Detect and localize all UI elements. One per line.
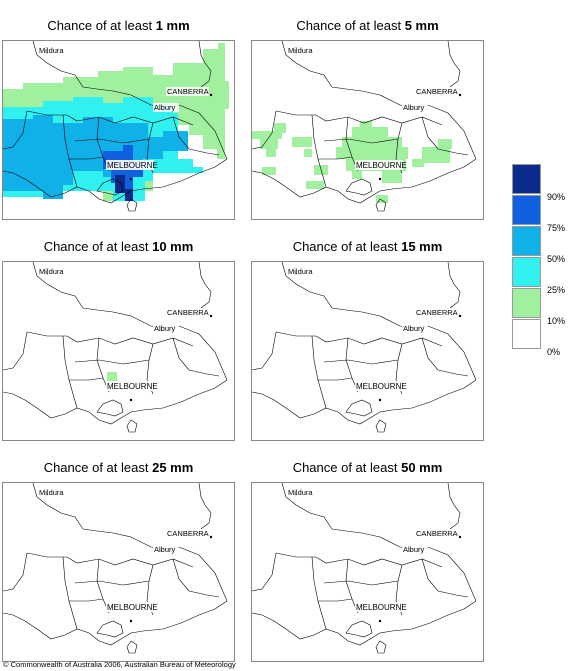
city-label-canberra: CANBERRA	[167, 308, 209, 317]
city-label-albury: Albury	[154, 103, 176, 112]
legend-swatch-10	[512, 288, 541, 318]
panel-title: Chance of at least 1 mm	[47, 18, 190, 33]
city-label-melbourne: MELBOURNE	[356, 161, 407, 170]
city-label-albury: Albury	[154, 545, 176, 554]
city-label-mildura: Mildura	[288, 267, 313, 276]
city-labels: Mildura CANBERRA Albury MELBOURNE	[287, 46, 458, 170]
city-label-canberra: CANBERRA	[167, 529, 209, 538]
legend-swatch-90	[512, 164, 541, 194]
city-label-albury: Albury	[403, 545, 425, 554]
map-5mm: Mildura CANBERRA Albury MELBOURNE	[251, 40, 484, 220]
map-10mm: Mildura CANBERRA Albury MELBOURNE	[2, 261, 235, 441]
legend-label-90: 90%	[547, 192, 566, 202]
city-label-canberra: CANBERRA	[416, 308, 458, 317]
shading-layer	[3, 43, 229, 201]
city-labels: Mildura CANBERRA Albury MELBOURNE	[287, 488, 458, 612]
state-borders	[252, 262, 477, 433]
legend-label-0: 0%	[547, 347, 561, 357]
city-label-albury: Albury	[403, 324, 425, 333]
legend-label-25: 25%	[547, 285, 566, 295]
city-label-mildura: Mildura	[288, 488, 313, 497]
city-label-mildura: Mildura	[39, 46, 64, 55]
panel-title: Chance of at least 15 mm	[292, 239, 443, 254]
legend-swatch-0	[512, 319, 541, 349]
city-label-melbourne: MELBOURNE	[356, 382, 407, 391]
city-label-melbourne: MELBOURNE	[107, 382, 158, 391]
city-label-melbourne: MELBOURNE	[107, 161, 158, 170]
city-label-canberra: CANBERRA	[416, 529, 458, 538]
panel-title: Chance of at least 10 mm	[43, 239, 194, 254]
city-labels: Mildura CANBERRA Albury MELBOURNE	[38, 267, 209, 391]
legend-swatch-75	[512, 195, 541, 225]
state-borders	[3, 483, 228, 654]
legend-label-10: 10%	[547, 316, 566, 326]
city-label-melbourne: MELBOURNE	[107, 603, 158, 612]
city-label-canberra: CANBERRA	[416, 87, 458, 96]
city-labels: Mildura CANBERRA Albury MELBOURNE	[38, 488, 209, 612]
map-25mm: Mildura CANBERRA Albury MELBOURNE	[2, 482, 235, 662]
map-15mm: Mildura CANBERRA Albury MELBOURNE	[251, 261, 484, 441]
city-label-albury: Albury	[154, 324, 176, 333]
city-labels: Mildura CANBERRA Albury MELBOURNE	[38, 46, 209, 170]
legend-label-75: 75%	[547, 223, 566, 233]
state-borders	[3, 262, 228, 433]
city-labels: Mildura CANBERRA Albury MELBOURNE	[287, 267, 458, 391]
city-label-melbourne: MELBOURNE	[356, 603, 407, 612]
map-50mm: Mildura CANBERRA Albury MELBOURNE	[251, 482, 484, 662]
city-label-canberra: CANBERRA	[167, 87, 209, 96]
city-label-albury: Albury	[403, 103, 425, 112]
copyright-credit: © Commonwealth of Australia 2006, Austra…	[3, 660, 236, 669]
shading-layer	[252, 121, 452, 203]
city-label-mildura: Mildura	[39, 267, 64, 276]
shading-layer	[107, 372, 117, 382]
legend-swatch-25	[512, 257, 541, 287]
state-borders	[252, 483, 477, 654]
map-1mm: Mildura CANBERRA Albury MELBOURNE	[2, 40, 235, 220]
panel-title: Chance of at least 25 mm	[43, 460, 194, 475]
state-borders	[3, 41, 228, 212]
city-label-mildura: Mildura	[288, 46, 313, 55]
legend-label-50: 50%	[547, 254, 566, 264]
legend-swatch-50	[512, 226, 541, 256]
city-label-mildura: Mildura	[39, 488, 64, 497]
panel-title: Chance of at least 50 mm	[292, 460, 443, 475]
panel-title: Chance of at least 5 mm	[296, 18, 439, 33]
